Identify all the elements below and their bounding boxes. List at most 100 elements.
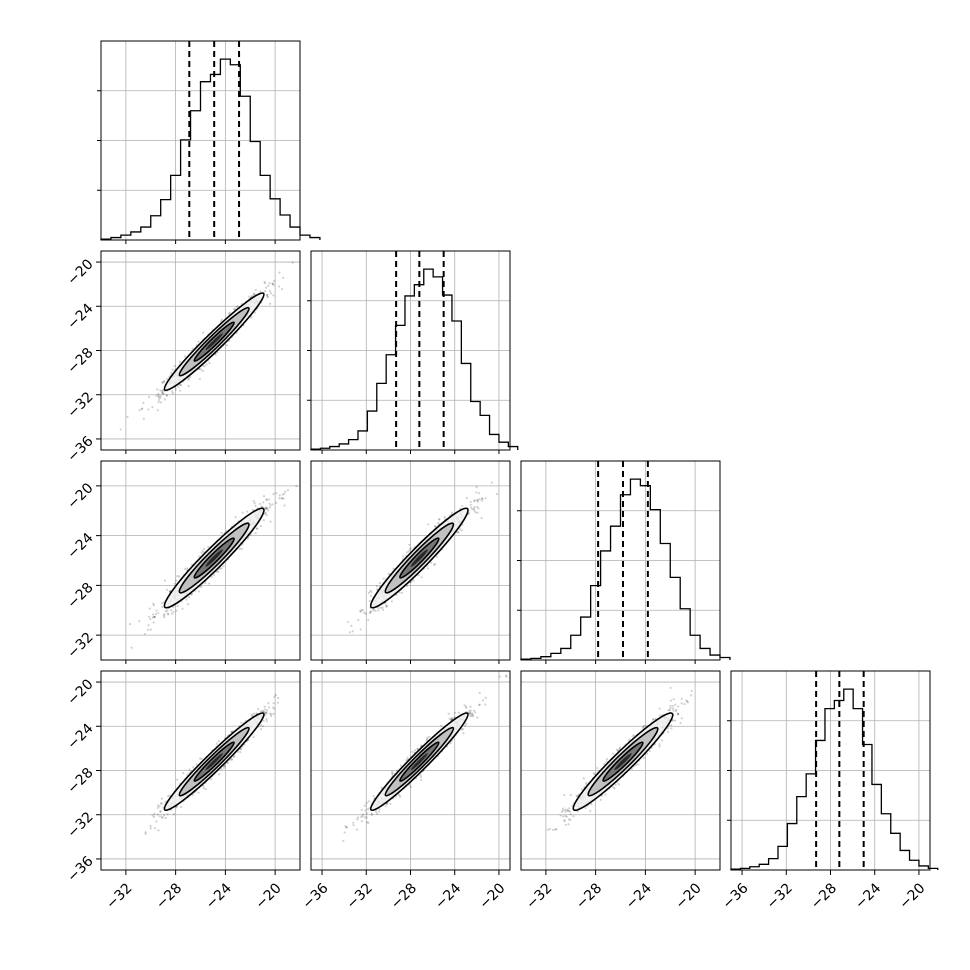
scatter-point [283,492,286,495]
scatter-point [164,801,167,804]
scatter-point [175,806,178,809]
density-contour-3 [205,753,223,771]
scatter-point [261,710,265,713]
scatter-point [223,764,226,767]
scatter-point [168,590,172,593]
scatter-point [161,392,165,395]
scatter-point [473,509,476,512]
histogram-0 [100,58,321,240]
scatter-point [172,813,176,816]
scatter-point [263,512,267,515]
scatter-point [210,575,213,579]
scatter-point [239,750,242,754]
scatter-point [459,528,462,531]
scatter-point [369,611,372,614]
scatter-point [268,282,271,285]
scatter-point [142,401,145,404]
scatter-point [273,279,276,282]
scatter-point [268,506,272,509]
scatter-point [254,288,257,292]
scatter-point [365,816,368,819]
scatter-point [434,525,437,528]
scatter-point [252,293,256,296]
scatter-point [275,492,278,495]
scatter-point [438,517,441,521]
scatter-point [155,820,158,823]
scatter-point [259,728,263,731]
scatter-point [274,693,277,697]
scatter-point [465,497,468,500]
scatter-point [208,361,211,365]
scatter-point [197,791,200,794]
scatter-point [261,725,264,728]
scatter-point [419,774,422,777]
scatter-point [158,396,162,400]
scatter-point [433,562,436,566]
scatter-point [153,616,156,619]
scatter-point [185,598,188,601]
scatter-point [223,764,226,768]
scatter-point [203,365,206,368]
scatter-point [157,400,160,404]
scatter-point [235,305,238,308]
scatter-point [162,814,166,817]
scatter-point [346,620,349,624]
scatter-point [142,417,145,420]
scatter-point [400,591,404,595]
marginal-panel-2 [517,460,731,661]
scatter-point [364,809,367,812]
scatter-point [433,563,436,567]
scatter-point [218,773,221,776]
scatter-point [269,714,273,718]
scatter-point [265,514,268,517]
histogram-1 [310,268,519,450]
scatter-point [469,500,472,503]
scatter-point [151,406,154,409]
scatter-point [265,708,268,712]
scatter-point [380,786,384,789]
scatter-point [144,831,147,834]
scatter-point [162,614,165,617]
scatter-point [271,503,274,506]
scatter-point [374,609,377,612]
scatter-point [152,613,155,616]
scatter-point [469,503,472,506]
scatter-point [272,712,275,715]
scatter-point [264,507,267,510]
scatter-point [471,507,474,511]
scatter-point [178,360,181,364]
scatter-point [160,802,163,805]
scatter-point [469,705,472,708]
scatter-point [480,497,484,500]
scatter-point [451,717,454,720]
scatter-point [259,290,262,293]
scatter-point [153,615,156,618]
scatter-point [277,696,280,700]
scatter-point [138,408,141,412]
scatter-point [215,742,218,745]
scatter-point [266,295,269,298]
scatter-point [468,709,471,713]
scatter-point [382,608,385,612]
scatter-point [363,611,366,614]
scatter-point [291,261,294,264]
scatter-point [229,311,232,314]
scatter-point [265,720,268,723]
scatter-point [197,340,200,343]
scatter-point [156,813,159,816]
scatter-point [166,612,169,615]
scatter-point [264,511,267,515]
scatter-point [254,531,257,535]
scatter-point [261,710,264,713]
scatter-point [399,795,402,798]
scatter-point [295,485,298,488]
scatter-point [263,710,266,713]
histogram-2 [520,478,731,660]
scatter-point [381,606,384,609]
scatter-point [130,646,133,649]
scatter-point [282,276,285,279]
scatter-point [163,579,167,582]
scatter-point [169,609,173,612]
scatter-point [144,832,147,835]
scatter-point [184,567,187,571]
